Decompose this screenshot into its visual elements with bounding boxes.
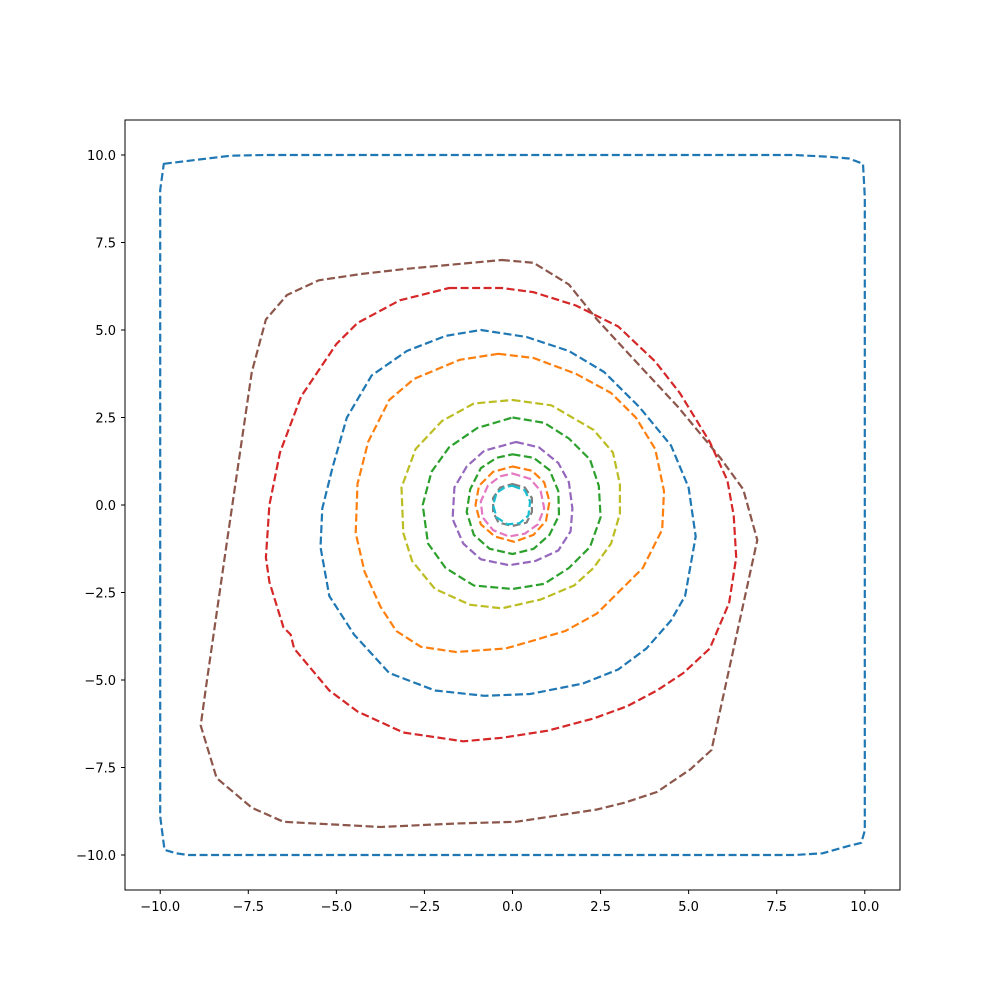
y-axis: −10.0 −7.5 −5.0 −2.5 0.0 2.5 5.0 7.5 10.0: [76, 149, 125, 864]
contour-line-11: [479, 472, 546, 538]
x-tick-label: 2.5: [590, 900, 611, 915]
contour-line-6: [400, 398, 621, 610]
contour-line-2: [199, 258, 759, 829]
y-tick-label: −10.0: [76, 849, 116, 864]
y-tick-label: −5.0: [84, 674, 116, 689]
x-tick-label: 0.0: [502, 900, 523, 915]
y-tick-label: 5.0: [95, 324, 116, 339]
x-tick-label: 5.0: [678, 900, 699, 915]
x-tick-label: −2.5: [409, 900, 441, 915]
contour-line-4: [319, 328, 697, 697]
series-layer: [159, 153, 866, 857]
contour-line-3: [264, 286, 738, 743]
x-axis: −10.0 −7.5 −5.0 −2.5 0.0 2.5 5.0 7.5 10.0: [140, 890, 879, 915]
contour-line-13: [492, 484, 532, 526]
x-tick-label: −7.5: [233, 900, 265, 915]
y-tick-label: 0.0: [95, 499, 116, 514]
y-tick-label: 7.5: [95, 237, 116, 252]
x-tick-label: −10.0: [140, 900, 180, 915]
y-tick-label: −7.5: [84, 762, 116, 777]
contour-line-10: [474, 465, 551, 543]
x-tick-label: −5.0: [321, 900, 353, 915]
y-tick-label: 10.0: [87, 149, 116, 164]
contour-line-9: [465, 453, 561, 556]
contour-line-7: [421, 416, 602, 591]
x-tick-label: 7.5: [766, 900, 787, 915]
contour-line-8: [451, 440, 574, 567]
contour-line-1: [159, 153, 866, 857]
contour-line-5: [354, 352, 666, 654]
y-tick-label: 2.5: [95, 412, 116, 427]
x-tick-label: 10.0: [850, 900, 879, 915]
y-tick-label: −2.5: [84, 587, 116, 602]
